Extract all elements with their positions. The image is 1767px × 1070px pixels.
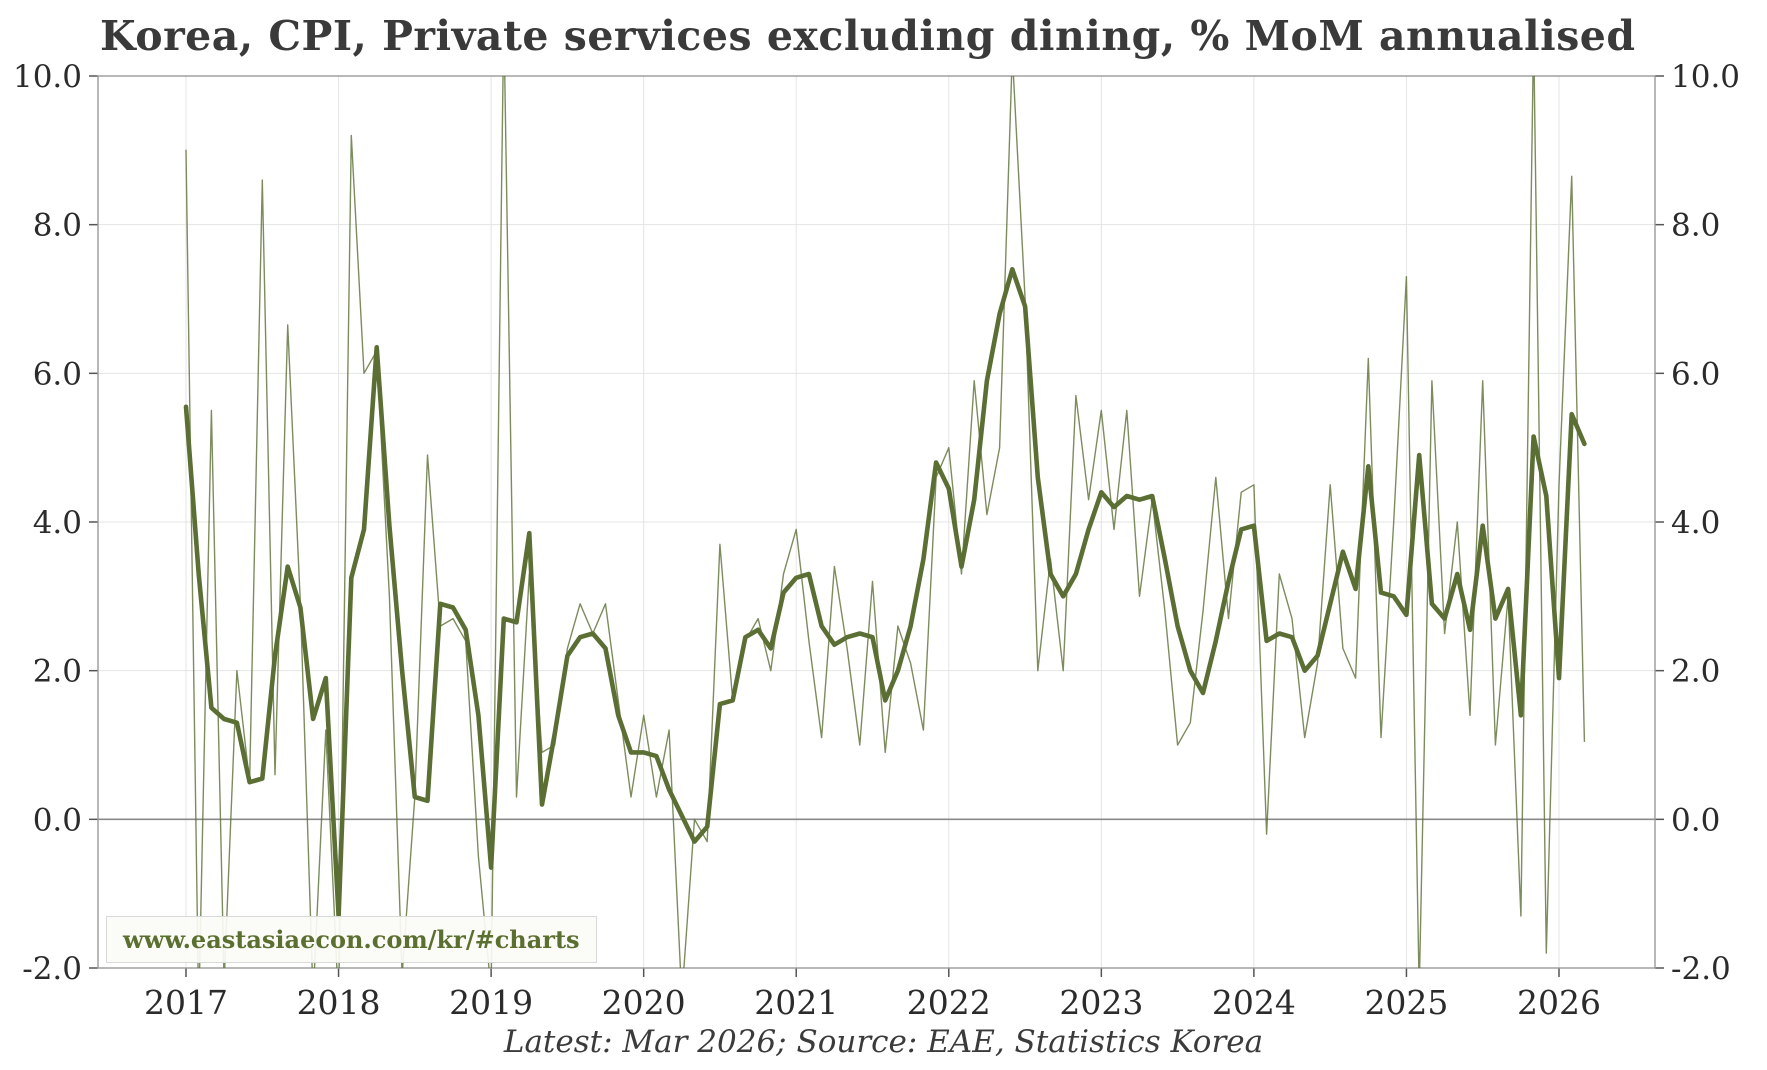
y-axis-label-left: 10.0 — [13, 59, 82, 95]
x-axis-label: 2020 — [602, 983, 686, 1022]
x-axis-label: 2023 — [1059, 983, 1143, 1022]
y-axis-label-right: 2.0 — [1671, 654, 1720, 690]
y-axis-label-left: 0.0 — [33, 802, 82, 838]
x-axis-label: 2017 — [144, 983, 228, 1022]
series-line-mom-smoothed — [183, 267, 1587, 919]
y-axis-label-left: 6.0 — [33, 356, 82, 392]
x-axis-label: 2022 — [907, 983, 991, 1022]
y-axis-label-left: 4.0 — [33, 505, 82, 541]
chart-title: Korea, CPI, Private services excluding d… — [100, 12, 1636, 60]
x-axis-label: 2025 — [1364, 983, 1448, 1022]
x-axis-label: 2019 — [449, 983, 533, 1022]
x-axis-label: 2018 — [297, 983, 381, 1022]
x-axis-label: 2021 — [754, 983, 838, 1022]
y-axis-label-left: 8.0 — [33, 208, 82, 244]
y-axis-label-right: 6.0 — [1671, 356, 1720, 392]
y-axis-label-right: -2.0 — [1671, 951, 1731, 987]
y-axis-label-right: 8.0 — [1671, 208, 1720, 244]
x-axis-label: 2024 — [1212, 983, 1296, 1022]
series-line-mom-monthly — [185, 76, 1586, 968]
x-axis-label: 2026 — [1517, 983, 1601, 1022]
y-axis-label-left: 2.0 — [33, 654, 82, 690]
y-axis-label-left: -2.0 — [22, 951, 82, 987]
y-axis-label-right: 4.0 — [1671, 505, 1720, 541]
y-axis-label-right: 0.0 — [1671, 802, 1720, 838]
plot-frame — [97, 75, 1656, 969]
chart-caption: Latest: Mar 2026; Source: EAE, Statistic… — [503, 1024, 1264, 1060]
y-axis-label-right: 10.0 — [1671, 59, 1740, 95]
watermark-label: www.eastasiaecon.com/kr/#charts — [106, 916, 597, 963]
